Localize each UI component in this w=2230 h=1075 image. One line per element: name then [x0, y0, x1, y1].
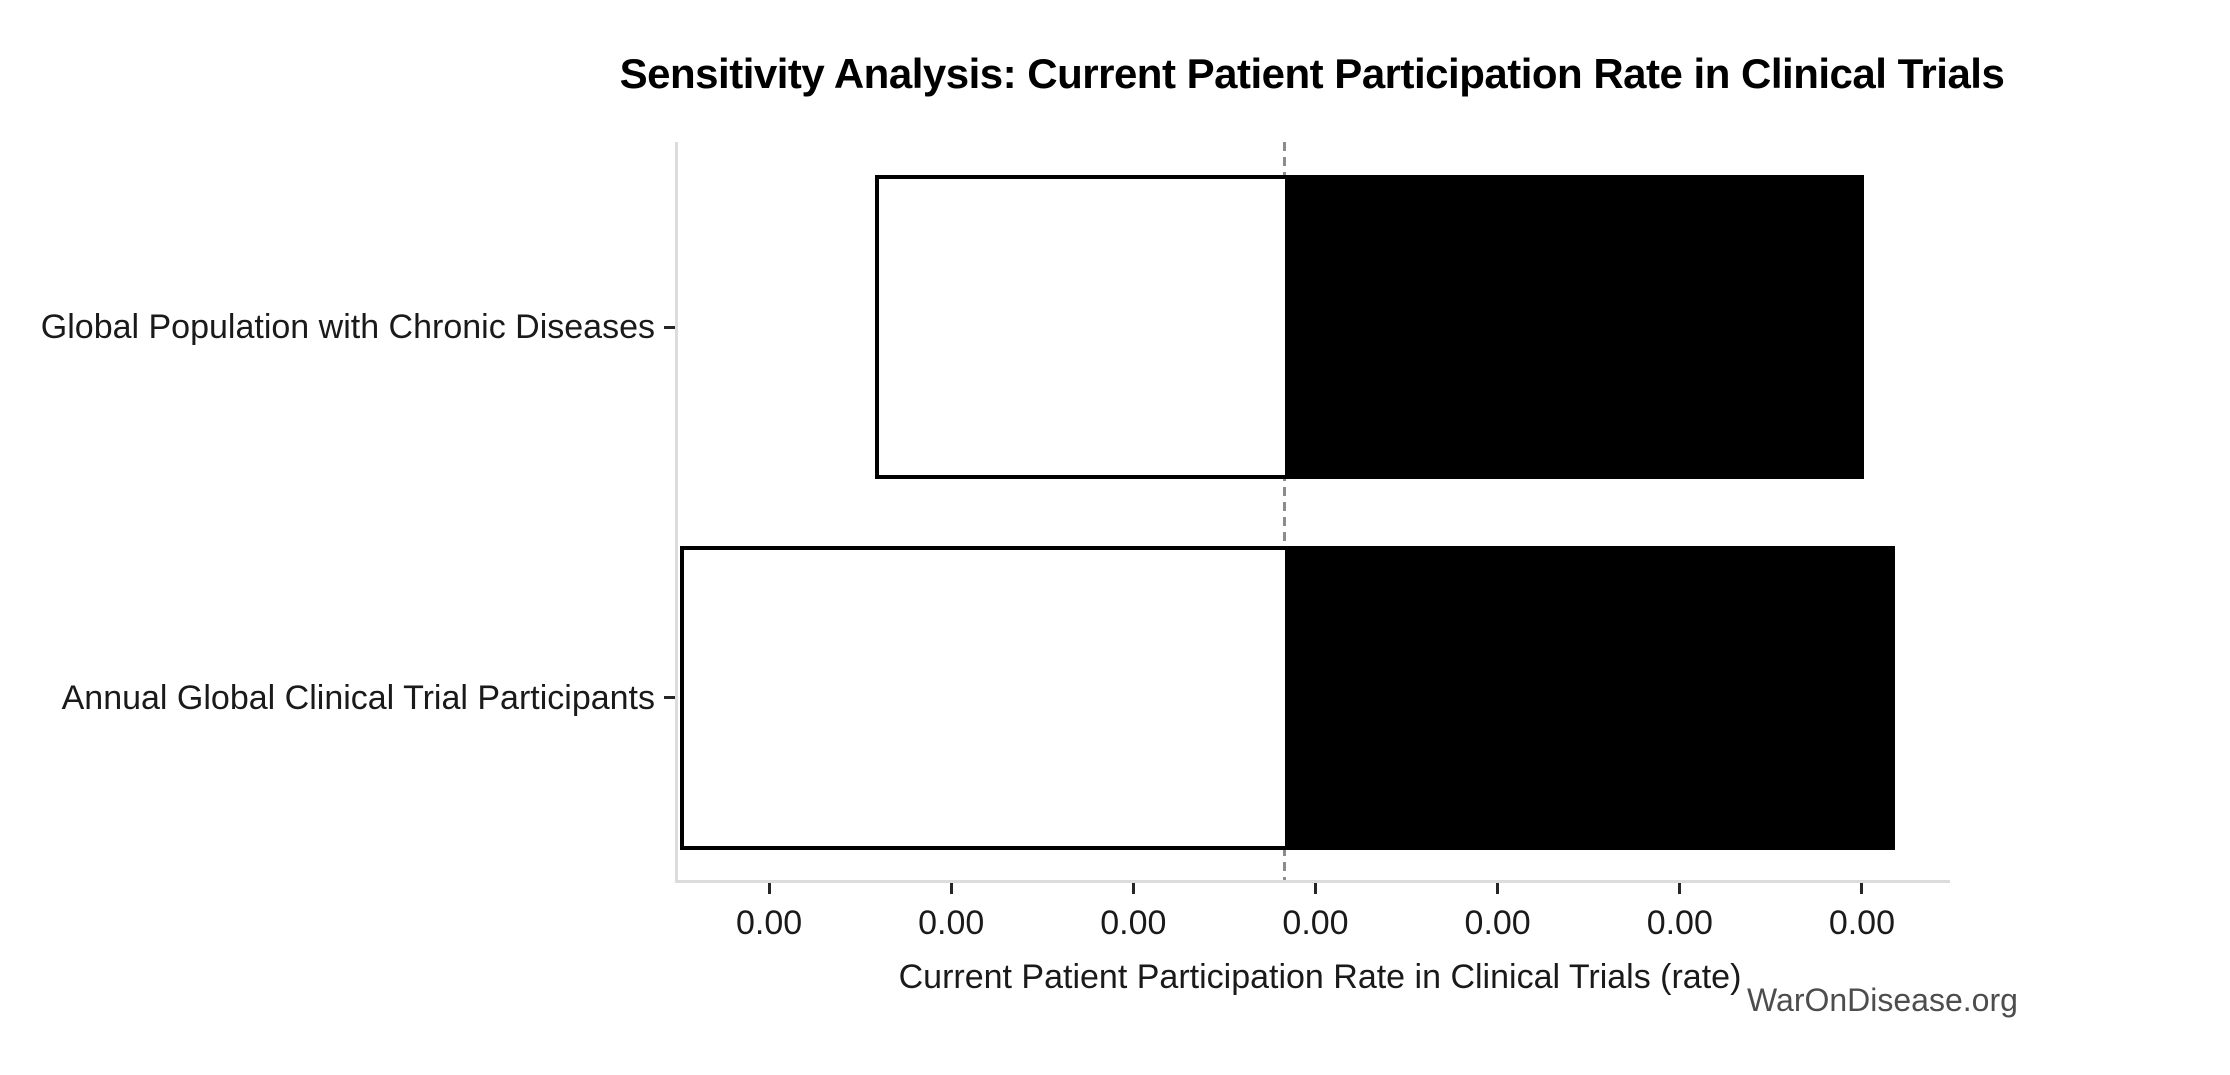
x-tick-mark: [1860, 883, 1864, 894]
x-tick-mark: [767, 883, 771, 894]
y-tick-mark: [664, 325, 675, 329]
x-tick-label: 0.00: [1828, 904, 1896, 942]
tornado-bar: [874, 175, 1864, 480]
watermark-text: WarOnDisease.org: [1747, 982, 2018, 1018]
x-tick-mark: [1131, 883, 1135, 894]
chart-title: Sensitivity Analysis: Current Patient Pa…: [619, 50, 2005, 97]
x-axis-label: Current Patient Participation Rate in Cl…: [898, 958, 1742, 996]
x-tick-mark: [1314, 883, 1317, 894]
x-tick-label: 0.00: [1282, 904, 1349, 942]
bar-low-segment: [878, 179, 1285, 476]
bar-high-segment: [1284, 179, 1860, 476]
x-tick-label: 0.00: [1646, 904, 1713, 942]
x-tick-label: 0.00: [1100, 904, 1167, 942]
category-label: Global Population with Chronic Diseases: [40, 308, 655, 347]
bar-high-segment: [1284, 549, 1891, 846]
category-label: Annual Global Clinical Trial Participant…: [61, 678, 655, 717]
x-tick-label: 0.00: [735, 904, 803, 942]
x-tick-label: 0.00: [918, 904, 985, 942]
x-tick-label: 0.00: [1464, 904, 1531, 942]
tornado-bar: [679, 545, 1895, 850]
baseline-dashed-line: [1283, 142, 1287, 880]
bar-low-segment: [683, 549, 1285, 846]
x-tick-mark: [1678, 883, 1682, 894]
x-tick-mark: [949, 883, 953, 894]
x-tick-mark: [1496, 883, 1500, 894]
y-tick-mark: [664, 696, 675, 700]
plot-area: 0.00 0.00 0.00 0.00 0.00 0.00 0.00: [675, 142, 1950, 942]
